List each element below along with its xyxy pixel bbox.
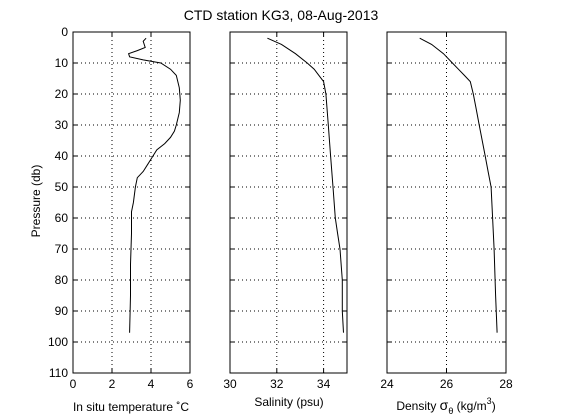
y-tick-label: 70 — [55, 242, 69, 256]
salinity-axes — [229, 31, 348, 374]
salinity-grid — [230, 32, 347, 373]
salinity-axes-box — [229, 31, 348, 374]
density-ticks: 24 26 28 — [380, 31, 513, 391]
density-label-superscript: 3 — [487, 396, 492, 406]
y-tick-label: 30 — [55, 118, 69, 132]
salinity-series — [267, 37, 344, 333]
density-x-tick-label: 24 — [380, 377, 394, 391]
salinity-ticks: 30 32 34 — [223, 31, 347, 391]
figure-title: CTD station KG3, 08-Aug-2013 — [184, 7, 379, 23]
temperature-axes-box — [72, 31, 191, 374]
density-label-main: Density — [396, 399, 439, 413]
temperature-x-label: In situ temperature ˚C — [73, 400, 189, 414]
temperature-x-tick-label: 0 — [70, 377, 77, 391]
temperature-series — [127, 37, 181, 333]
density-x-label: Density σθ (kg/m3) — [396, 396, 495, 416]
salinity-profile-line — [267, 37, 344, 333]
temperature-x-tick-label: 2 — [109, 377, 116, 391]
density-label-symbol: σ — [440, 397, 449, 413]
density-label-unit: (kg/m — [453, 399, 486, 413]
y-tick-label: 90 — [55, 304, 69, 318]
salinity-x-label: Salinity (psu) — [254, 395, 323, 409]
y-axis-label: Pressure (db) — [29, 165, 43, 238]
density-panel: 24 26 28 Density σθ (kg/m3) — [380, 31, 513, 416]
y-tick-label: 50 — [55, 180, 69, 194]
y-tick-label: 40 — [55, 149, 69, 163]
density-label-subscript: θ — [448, 406, 453, 416]
density-label-close: ) — [492, 399, 496, 413]
temperature-x-tick-label: 4 — [148, 377, 155, 391]
y-tick-label: 100 — [48, 335, 68, 349]
salinity-x-tick-label: 32 — [270, 377, 284, 391]
temperature-profile-line — [127, 37, 181, 333]
temperature-axes — [72, 31, 191, 374]
salinity-x-tick-label: 34 — [317, 377, 331, 391]
salinity-x-tick-label: 30 — [223, 377, 237, 391]
salinity-panel: 30 32 34 Salinity (psu) — [223, 31, 348, 409]
density-x-tick-label: 26 — [440, 377, 454, 391]
density-series — [419, 37, 498, 333]
density-profile-line — [419, 37, 498, 333]
y-tick-label: 80 — [55, 273, 69, 287]
temperature-grid — [73, 32, 190, 373]
y-tick-label: 0 — [61, 25, 68, 39]
temperature-x-tick-label: 6 — [187, 377, 194, 391]
density-x-tick-label: 28 — [499, 377, 513, 391]
y-tick-label: 20 — [55, 87, 69, 101]
density-grid — [387, 32, 506, 373]
y-tick-label: 60 — [55, 211, 69, 225]
y-tick-label: 10 — [55, 56, 69, 70]
y-tick-label: 110 — [49, 366, 68, 380]
